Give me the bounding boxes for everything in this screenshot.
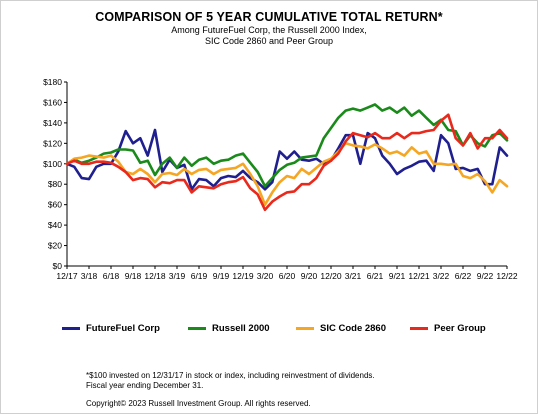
y-tick-label: $120 (43, 138, 62, 148)
series-line-peer-group (65, 113, 509, 212)
x-tick-label: 3/21 (345, 271, 362, 281)
x-tick-label: 6/18 (103, 271, 120, 281)
x-tick-label: 3/19 (169, 271, 186, 281)
y-tick-label: $40 (48, 220, 62, 230)
chart-legend: FutureFuel Corp Russell 2000 SIC Code 2860… (0, 323, 538, 339)
legend-item-russell-2000: Russell 2000 (188, 323, 270, 334)
x-tick-label: 6/19 (191, 271, 208, 281)
footnote-line-2: Fiscal year ending December 31. (86, 381, 204, 390)
series-line-sic-code-2860 (65, 142, 509, 206)
y-tick-label: $0 (53, 261, 63, 271)
legend-swatch-peer-group (410, 327, 428, 330)
x-tick-label: 9/19 (213, 271, 230, 281)
x-tick-label: 3/22 (433, 271, 450, 281)
x-tick-label: 9/22 (477, 271, 494, 281)
chart-subtitle-line-2: SIC Code 2860 and Peer Group (204, 36, 334, 46)
x-tick-label: 9/18 (125, 271, 142, 281)
x-tick-label: 12/17 (56, 271, 78, 281)
series-line-russell-2000 (65, 103, 509, 188)
y-tick-label: $160 (43, 97, 62, 107)
y-tick-label: $180 (43, 77, 62, 87)
copyright-note: Copyright© 2023 Russell Investment Group… (86, 399, 311, 408)
legend-label-russell-2000: Russell 2000 (212, 323, 270, 334)
legend-swatch-sic-code-2860 (296, 327, 314, 330)
y-tick-label: $60 (48, 200, 62, 210)
legend-item-peer-group: Peer Group (410, 323, 486, 334)
x-tick-label: 3/18 (81, 271, 98, 281)
legend-label-futurefuel-corp: FutureFuel Corp (86, 323, 160, 334)
chart-subtitle-line-1: Among FutureFuel Corp, the Russell 2000 … (171, 25, 367, 35)
legend-item-sic-code-2860: SIC Code 2860 (296, 323, 386, 334)
footnote-line-1: *$100 invested on 12/31/17 in stock or i… (86, 371, 375, 380)
x-tick-label: 9/20 (301, 271, 318, 281)
legend-swatch-futurefuel-corp (62, 327, 80, 330)
legend-label-peer-group: Peer Group (434, 323, 486, 334)
x-tick-label: 3/20 (257, 271, 274, 281)
legend-label-sic-code-2860: SIC Code 2860 (320, 323, 386, 334)
x-tick-label: 6/21 (367, 271, 384, 281)
x-tick-label: 12/19 (232, 271, 254, 281)
y-tick-label: $80 (48, 179, 62, 189)
legend-item-futurefuel-corp: FutureFuel Corp (62, 323, 160, 334)
x-tick-label: 12/18 (144, 271, 166, 281)
y-tick-label: $100 (43, 159, 62, 169)
legend-swatch-russell-2000 (188, 327, 206, 330)
x-tick-label: 12/20 (320, 271, 342, 281)
x-tick-label: 12/21 (408, 271, 430, 281)
x-tick-label: 6/22 (455, 271, 472, 281)
y-tick-label: $140 (43, 118, 62, 128)
x-tick-label: 9/21 (389, 271, 406, 281)
x-tick-label: 12/22 (496, 271, 518, 281)
x-tick-label: 6/20 (279, 271, 296, 281)
y-tick-label: $20 (48, 241, 62, 251)
chart-title: COMPARISON OF 5 YEAR CUMULATIVE TOTAL RE… (95, 10, 443, 24)
series-line-futurefuel-corp (65, 128, 509, 191)
